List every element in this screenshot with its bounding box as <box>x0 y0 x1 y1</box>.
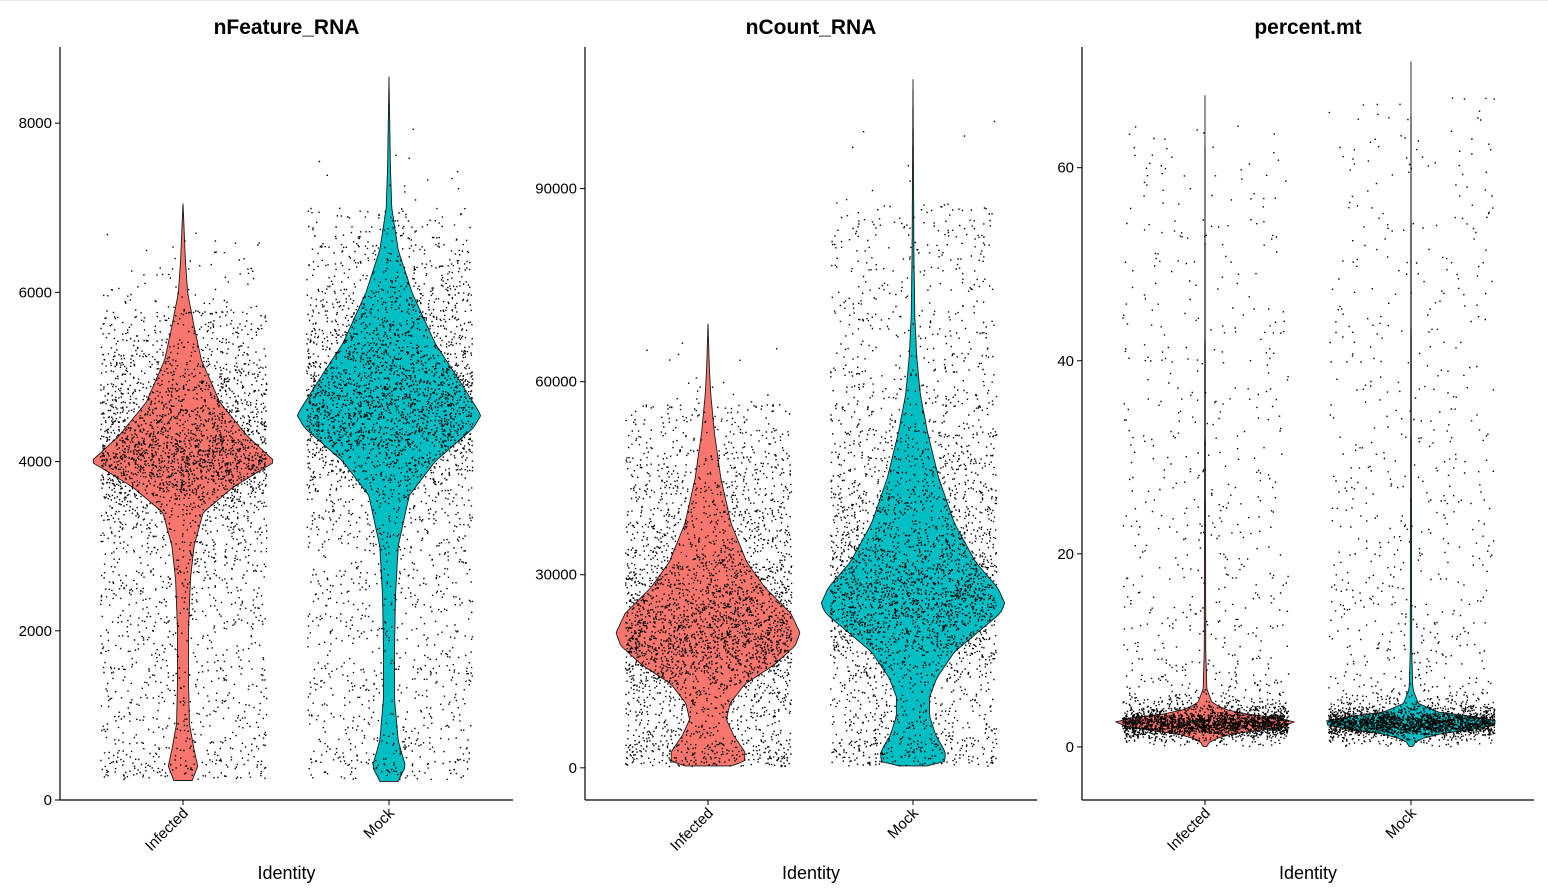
panel-percent-mt: percent.mt 0 20 40 60 Infected Mock Identity <box>1057 16 1534 883</box>
y-tick-label: 0 <box>569 760 577 777</box>
y-tick-label: 40 <box>1057 353 1074 370</box>
panel-ncount-rna: nCount_RNA 0 30000 60000 90000 Infected Mock Id… <box>535 16 1037 883</box>
y-tick-label: 60000 <box>535 374 577 391</box>
x-tick-label: Mock <box>1382 804 1420 842</box>
top-rule <box>0 0 1548 1</box>
jitter-points <box>625 120 998 768</box>
x-tick-label: Infected <box>667 805 717 855</box>
y-tick-label: 2000 <box>19 623 52 640</box>
x-axis-label: Identity <box>1279 863 1337 883</box>
panel-nfeature-rna: nFeature_RNA 0 2000 4000 6000 8000 Infected Moc… <box>19 16 513 883</box>
jitter-points <box>1122 97 1496 748</box>
y-tick-label: 20 <box>1057 546 1074 563</box>
violin-mock <box>1326 61 1496 747</box>
violin-mock <box>296 76 482 782</box>
x-tick-label: Infected <box>142 805 192 855</box>
violin-infected <box>92 203 274 781</box>
jitter-points <box>100 128 474 781</box>
x-axis-label: Identity <box>782 863 840 883</box>
x-tick-label: Infected <box>1164 805 1214 855</box>
points-mock <box>306 128 474 781</box>
y-tick-label: 90000 <box>535 181 577 198</box>
points-infected <box>100 232 268 781</box>
panel-title: nFeature_RNA <box>214 16 360 39</box>
x-tick-label: Mock <box>360 804 398 842</box>
x-tick-label: Mock <box>884 804 922 842</box>
violin-infected <box>615 323 801 767</box>
y-tick-label: 4000 <box>19 454 52 471</box>
panel-title: nCount_RNA <box>746 16 877 39</box>
y-tick-label: 0 <box>1066 739 1074 756</box>
y-tick-label: 0 <box>44 792 52 809</box>
violin-infected <box>1114 95 1296 747</box>
y-tick-label: 8000 <box>19 115 52 132</box>
points-infected <box>625 342 793 768</box>
y-tick-label: 60 <box>1057 160 1074 177</box>
y-tick-label: 30000 <box>535 567 577 584</box>
violin-mock <box>820 79 1006 767</box>
y-tick-label: 6000 <box>19 284 52 301</box>
panel-title: percent.mt <box>1254 16 1361 39</box>
x-axis-label: Identity <box>257 863 315 883</box>
